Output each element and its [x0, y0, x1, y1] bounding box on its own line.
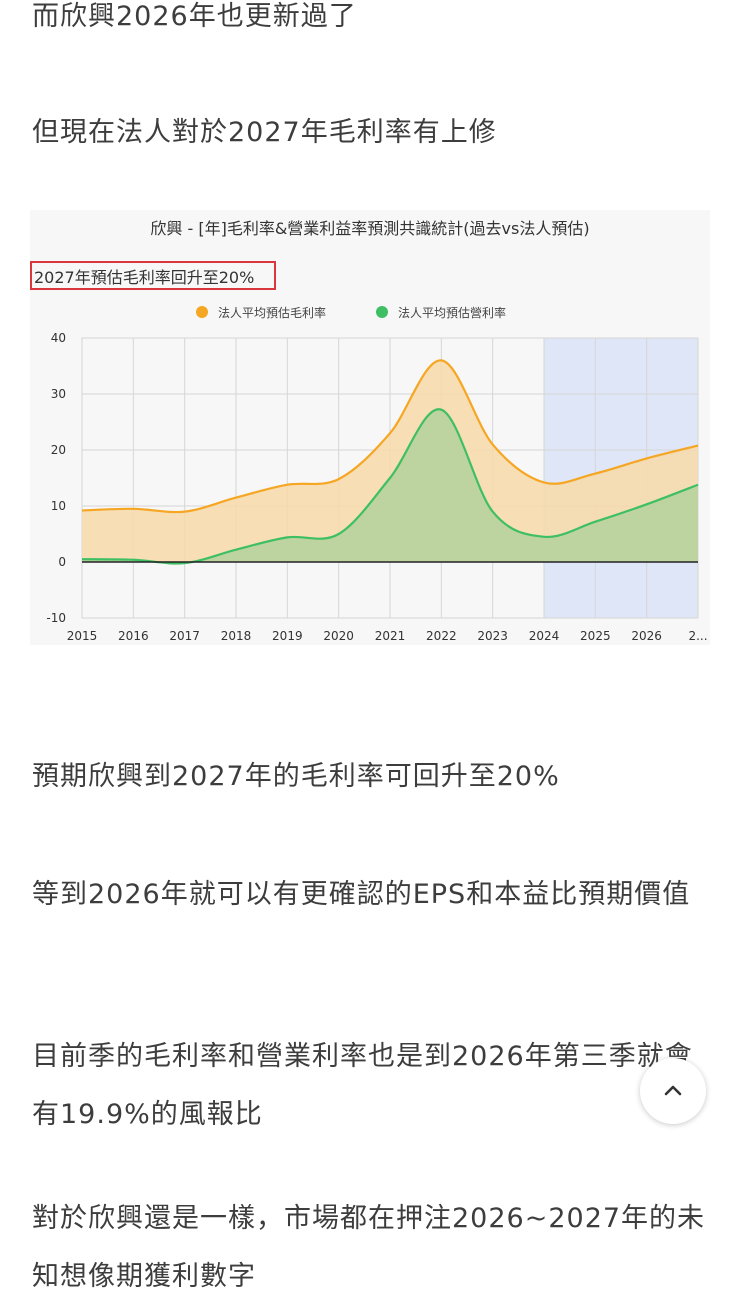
- chevron-up-icon: [664, 1085, 682, 1096]
- chart-svg: 欣興 - [年]毛利率&營業利益率預測共識統計(過去vs法人預估) 2027年預…: [30, 219, 708, 643]
- series-point-1: [337, 478, 339, 480]
- paragraph-5: 目前季的毛利率和營業利率也是到2026年第三季就會有19.9%的風報比: [32, 1041, 693, 1130]
- x-tick-label: 2026: [631, 629, 662, 643]
- x-tick-label: 2019: [272, 629, 303, 643]
- legend-label-1: 法人平均預估毛利率: [218, 305, 326, 320]
- y-tick-label: 20: [51, 443, 66, 457]
- series-point-2: [286, 536, 288, 538]
- legend-label-2: 法人平均預估營利率: [398, 305, 506, 320]
- x-tick-label: 2021: [375, 629, 406, 643]
- series-point-1: [697, 444, 699, 446]
- series-point-2: [337, 533, 339, 535]
- paragraph-2: 但現在法人對於2027年毛利率有上修: [32, 117, 497, 148]
- series-line-2: [81, 408, 699, 565]
- paragraph-4: 等到2026年就可以有更確認的EPS和本益比預期價值: [32, 879, 691, 910]
- series-point-2: [132, 559, 134, 561]
- x-tick-label: 2016: [118, 629, 149, 643]
- series-area-1: [82, 360, 698, 562]
- chart-annotation: 2027年預估毛利率回升至20%: [34, 268, 254, 287]
- x-tick-label: 2017: [169, 629, 200, 643]
- series-line-1: [81, 359, 699, 514]
- y-tick-label: 10: [51, 499, 66, 513]
- series-point-1: [645, 457, 647, 459]
- series-point-2: [81, 558, 83, 560]
- legend-marker-1: [196, 306, 208, 318]
- x-tick-label: 2...: [688, 629, 707, 643]
- series-point-2: [645, 503, 647, 505]
- series-point-2: [235, 548, 237, 550]
- series-point-1: [286, 484, 288, 486]
- series-point-2: [543, 536, 545, 538]
- y-tick-label: 40: [51, 331, 66, 345]
- series-point-1: [132, 508, 134, 510]
- chart-title: 欣興 - [年]毛利率&營業利益率預測共識統計(過去vs法人預估): [150, 219, 589, 238]
- x-tick-label: 2015: [67, 629, 98, 643]
- series-point-1: [440, 359, 442, 361]
- x-tick-label: 2025: [580, 629, 611, 643]
- series-point-2: [697, 484, 699, 486]
- x-tick-label: 2020: [323, 629, 354, 643]
- series-point-1: [81, 509, 83, 511]
- series-point-2: [440, 408, 442, 410]
- y-tick-label: -10: [46, 611, 66, 625]
- series-point-1: [183, 510, 185, 512]
- x-tick-label: 2018: [221, 629, 252, 643]
- series-point-1: [491, 443, 493, 445]
- y-tick-label: 30: [51, 387, 66, 401]
- paragraph-1: 而欣興2026年也更新過了: [32, 1, 357, 32]
- paragraph-3: 預期欣興到2027年的毛利率可回升至20%: [32, 761, 560, 792]
- series-point-2: [594, 520, 596, 522]
- x-tick-label: 2023: [477, 629, 508, 643]
- x-tick-label: 2022: [426, 629, 457, 643]
- series-point-2: [389, 477, 391, 479]
- chart-legend: 法人平均預估毛利率 法人平均預估營利率: [196, 305, 506, 320]
- paragraph-6: 對於欣興還是一樣，市場都在押注2026~2027年的未知想像期獲利數字: [32, 1203, 706, 1292]
- series-point-1: [543, 481, 545, 483]
- x-tick-label: 2024: [529, 629, 560, 643]
- series-point-1: [235, 496, 237, 498]
- series-point-1: [389, 432, 391, 434]
- series-area-2: [82, 409, 698, 564]
- legend-marker-2: [376, 306, 388, 318]
- margin-forecast-chart: 欣興 - [年]毛利率&營業利益率預測共識統計(過去vs法人預估) 2027年預…: [30, 210, 710, 645]
- annotation-box: [30, 261, 276, 290]
- y-tick-label: 0: [58, 555, 66, 569]
- plot-area: -10 0 10 20 30 40 2015 2016 2017 2018 2019 2020 2021…: [46, 331, 707, 643]
- scroll-to-top-button[interactable]: [640, 1058, 706, 1124]
- series-point-1: [594, 472, 596, 474]
- series-point-2: [491, 510, 493, 512]
